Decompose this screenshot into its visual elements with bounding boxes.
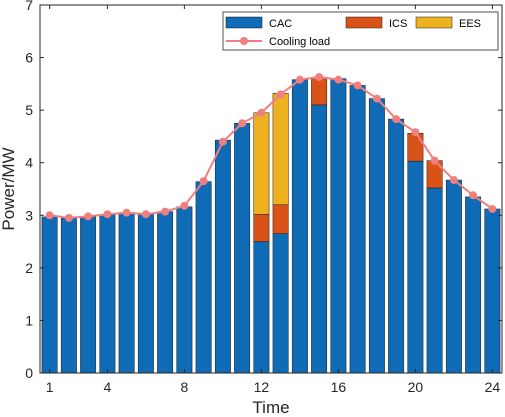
bar-cac-6 (137, 213, 154, 374)
cooling-load-point-18 (372, 94, 381, 103)
cooling-load-point-19 (392, 115, 401, 124)
legend-swatch-cooling-load-marker (240, 37, 248, 45)
cooling-load-point-15 (315, 73, 324, 82)
y-tick-label: 3 (25, 207, 33, 223)
legend-swatch-ics (345, 16, 383, 29)
cooling-load-point-23 (469, 191, 478, 200)
bar-cac-5 (118, 212, 135, 374)
legend-label-cooling-load: Cooling load (269, 36, 330, 48)
bar-cac-23 (465, 196, 482, 374)
bar-ics-20 (407, 133, 424, 162)
bar-cac-16 (330, 78, 347, 374)
y-tick-label: 5 (25, 102, 33, 118)
cooling-load-point-8 (180, 201, 189, 210)
y-tick-label: 6 (25, 50, 33, 66)
cooling-load-point-12 (257, 108, 266, 117)
cooling-load-point-1 (45, 211, 54, 220)
cooling-load-point-13 (276, 90, 285, 99)
cooling-load-point-14 (295, 75, 304, 84)
bar-cac-8 (176, 206, 193, 374)
legend-label-ics: ICS (389, 18, 407, 30)
y-axis-label: Power/MW (0, 147, 18, 230)
bar-ics-12 (253, 213, 270, 242)
bar-cac-11 (234, 123, 251, 374)
bar-cac-22 (445, 179, 462, 374)
bar-cac-17 (349, 85, 366, 374)
x-axis-label: Time (252, 398, 289, 417)
x-tick-label: 16 (331, 379, 347, 395)
x-tick-label: 1 (46, 379, 54, 395)
bar-ees-12 (253, 112, 270, 215)
cooling-load-point-3 (84, 212, 93, 221)
legend-label-cac: CAC (269, 18, 292, 30)
x-tick-label: 8 (180, 379, 188, 395)
bar-cac-24 (484, 208, 501, 374)
bar-cac-7 (157, 211, 174, 374)
y-tick-label: 7 (25, 0, 33, 13)
cooling-load-point-16 (334, 75, 343, 84)
bar-cac-19 (388, 118, 405, 374)
cooling-load-point-10 (218, 137, 227, 146)
x-tick-label: 4 (103, 379, 111, 395)
bar-cac-21 (426, 187, 443, 374)
bar-cac-12 (253, 241, 270, 374)
cooling-load-point-24 (488, 204, 497, 213)
cooling-load-point-11 (238, 119, 247, 128)
cooling-load-point-2 (64, 213, 73, 222)
bar-cac-14 (291, 79, 308, 374)
cooling-load-point-20 (411, 128, 420, 137)
cooling-load-point-21 (430, 156, 439, 165)
cooling-load-point-4 (103, 210, 112, 219)
bar-cac-10 (214, 139, 231, 374)
plot-frame (39, 4, 503, 374)
bar-ics-15 (311, 77, 328, 106)
legend-label-ees: EES (459, 18, 481, 30)
bar-layer (41, 77, 501, 374)
y-tick-label: 1 (25, 312, 33, 328)
y-tick-label: 0 (25, 365, 33, 381)
bar-cac-2 (60, 217, 77, 374)
bar-cac-3 (80, 216, 97, 374)
bar-cac-15 (311, 104, 328, 374)
bar-cac-13 (272, 233, 289, 374)
bar-cac-18 (368, 98, 385, 374)
bar-ees-13 (272, 93, 289, 206)
cooling-load-layer (45, 73, 497, 222)
legend-swatch-ees (415, 16, 453, 29)
cooling-load-point-22 (449, 176, 458, 185)
legend-swatch-cac (225, 16, 263, 29)
legend: CAC ICS EES Cooling load (222, 11, 499, 51)
bar-ics-13 (272, 204, 289, 234)
bar-cac-9 (195, 181, 212, 374)
cooling-load-point-6 (141, 210, 150, 219)
x-tick-label: 20 (408, 379, 424, 395)
bar-cac-1 (41, 216, 58, 374)
x-tick-label: 12 (254, 379, 270, 395)
bar-cac-4 (99, 213, 116, 374)
cooling-load-point-5 (122, 208, 131, 217)
cooling-load-point-9 (199, 177, 208, 186)
x-tick-label: 24 (485, 379, 501, 395)
cooling-load-point-17 (353, 81, 362, 90)
y-tick-label: 2 (25, 260, 33, 276)
bar-cac-20 (407, 160, 424, 374)
y-tick-label: 4 (25, 155, 33, 171)
cooling-load-point-7 (161, 207, 170, 216)
